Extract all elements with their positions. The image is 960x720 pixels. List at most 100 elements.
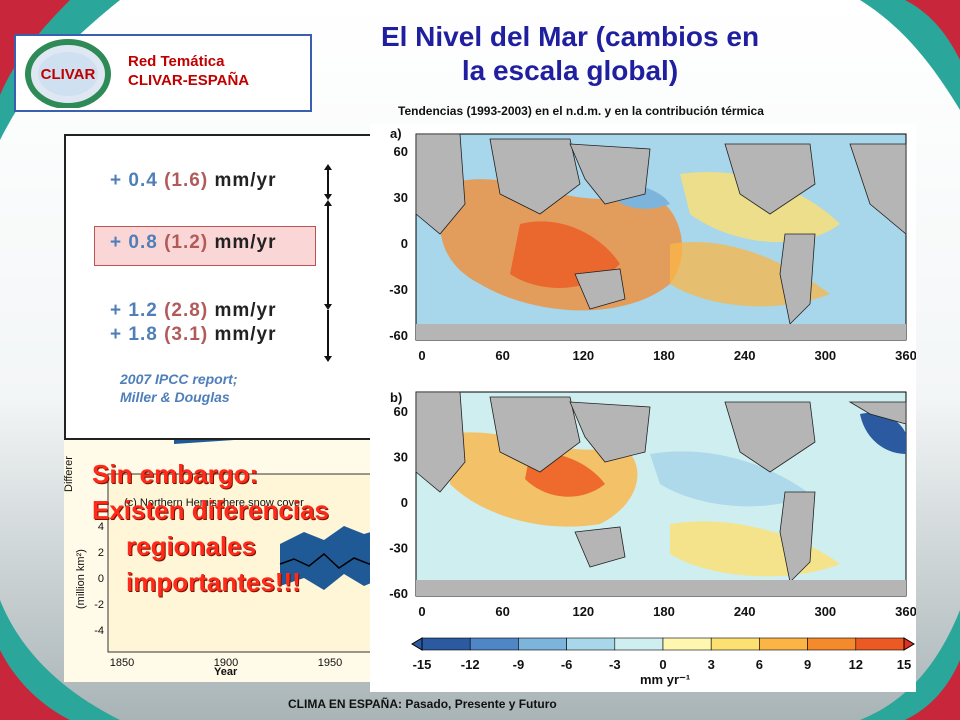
lon-tick-a-360: 360 (895, 348, 916, 363)
colorbar-tick--3: -3 (609, 657, 621, 672)
lon-tick-a-0: 0 (418, 348, 425, 363)
message-line3: regionales (126, 531, 257, 561)
sea-level-maps: a) b) 60 30 0 -30 -60 60 30 0 -30 -60 0 60 120 180 2… (370, 124, 917, 692)
colorbar-arrow-right (903, 637, 915, 651)
ipcc-note-line2: Miller & Douglas (120, 389, 230, 405)
colorbar-segment (421, 637, 471, 651)
slide-title: El Nivel del Mar (cambios en la escala g… (330, 20, 810, 88)
lat-tick-a-0: 0 (401, 236, 408, 251)
map-a: a) (390, 126, 907, 341)
colorbar-tick--9: -9 (513, 657, 525, 672)
ipcc-row-1: + 0.4 (1.6) mm/yr (110, 170, 276, 192)
snow-ytick-2: 2 (98, 547, 104, 559)
lat-tick-a--60: -60 (389, 328, 408, 343)
lon-tick-b-0: 0 (418, 604, 425, 619)
ipcc-row-4: + 1.8 (3.1) mm/yr (110, 324, 276, 346)
highlight-message: Sin embargo: Existen diferencias regiona… (92, 456, 329, 600)
map-a-label: a) (390, 126, 402, 141)
snow-series-line (279, 553, 379, 569)
lon-tick-b-240: 240 (734, 604, 756, 619)
title-line2: la escala global) (461, 55, 679, 86)
lon-tick-a-240: 240 (734, 348, 756, 363)
snow-ylabel: (million km²) (75, 549, 87, 609)
logo-brand: CLIVAR (41, 66, 96, 83)
colorbar-tick-15: 15 (897, 657, 911, 672)
ipcc-unit-4: mm/yr (214, 324, 277, 345)
snow-panel-label: (c) Northern Hemisphere snow cover (124, 497, 304, 509)
colorbar-arrow-left (411, 637, 423, 651)
colorbar-unit: mm yr⁻¹ (640, 672, 690, 687)
lon-tick-a-300: 300 (814, 348, 836, 363)
colorbar-tick-12: 12 (849, 657, 863, 672)
colorbar (411, 637, 915, 651)
snow-ytick--4: -4 (94, 625, 104, 637)
snow-ylabel-top: Differer (64, 456, 75, 492)
lon-tick-b-300: 300 (814, 604, 836, 619)
colorbar-segment (855, 637, 905, 651)
lat-tick-b--30: -30 (389, 541, 408, 556)
colorbar-segment (807, 637, 857, 651)
snow-xlabel: Year (214, 666, 238, 678)
snow-xtick-1950: 1950 (318, 657, 342, 669)
maps-subtitle: Tendencias (1993-2003) en el n.d.m. y en… (398, 104, 764, 118)
lon-tick-b-120: 120 (572, 604, 594, 619)
lat-tick-b--60: -60 (389, 586, 408, 601)
ipcc-value-1: + 0.4 (110, 170, 158, 191)
ipcc-row-3: + 1.2 (2.8) mm/yr (110, 300, 276, 322)
map-b-label: b) (390, 390, 402, 405)
logo-box: CLIVAR Red Temática CLIVAR-ESPAÑA (14, 34, 312, 112)
colorbar-segment (469, 637, 519, 651)
colorbar-segment (614, 637, 664, 651)
colorbar-tick--12: -12 (461, 657, 480, 672)
ipcc-range-4: (3.1) (164, 324, 209, 345)
ipcc-note-line1: 2007 IPCC report; (120, 371, 238, 387)
message-line4: importantes!!! (126, 567, 301, 597)
ipcc-unit-3: mm/yr (214, 300, 277, 321)
message-line1: Sin embargo: (92, 459, 259, 489)
colorbar-tick-0: 0 (659, 657, 666, 672)
highlight-box (94, 226, 316, 266)
logo-line1: Red Temática (128, 53, 225, 70)
message-line2: Existen diferencias (92, 495, 329, 525)
lat-tick-b-0: 0 (401, 495, 408, 510)
lat-tick-b-60: 60 (394, 404, 408, 419)
snow-ytick-0: 0 (98, 573, 104, 585)
lat-tick-a-30: 30 (394, 190, 408, 205)
snow-xtick-1900: 1900 (214, 657, 238, 669)
logo-line2: CLIVAR-ESPAÑA (128, 72, 250, 89)
colorbar-tick-6: 6 (756, 657, 763, 672)
logo-label: Red Temática CLIVAR-ESPAÑA (128, 52, 249, 90)
ipcc-value-2: + 0.8 (110, 232, 158, 253)
title-line1: El Nivel del Mar (cambios en (380, 21, 760, 52)
map-b: b) (390, 390, 907, 597)
lon-tick-b-60: 60 (495, 604, 509, 619)
colorbar-tick-3: 3 (708, 657, 715, 672)
colorbar-segment (759, 637, 808, 651)
ipcc-range-3: (2.8) (164, 300, 209, 321)
lat-tick-a-60: 60 (394, 144, 408, 159)
colorbar-tick-9: 9 (804, 657, 811, 672)
lat-tick-b-30: 30 (394, 450, 408, 465)
lon-tick-b-360: 360 (895, 604, 916, 619)
colorbar-segment (566, 637, 616, 651)
ipcc-row-2: + 0.8 (1.2) mm/yr (110, 232, 276, 254)
lon-tick-a-60: 60 (495, 348, 509, 363)
ipcc-value-3: + 1.2 (110, 300, 158, 321)
lon-tick-a-180: 180 (653, 348, 675, 363)
ipcc-range-1: (1.6) (164, 170, 209, 191)
clivar-logo-icon: CLIVAR (25, 39, 111, 108)
lon-tick-b-180: 180 (653, 604, 675, 619)
colorbar-tick--6: -6 (561, 657, 573, 672)
ipcc-arrows (324, 164, 332, 362)
snow-ytick-4: 4 (98, 521, 104, 533)
snow-ytick--2: -2 (94, 599, 104, 611)
snow-xtick-1850: 1850 (110, 657, 134, 669)
colorbar-tick--15: -15 (413, 657, 432, 672)
colorbar-segment (518, 637, 567, 651)
colorbar-segment (710, 637, 760, 651)
ipcc-note: 2007 IPCC report; Miller & Douglas (120, 370, 237, 406)
colorbar-segment (662, 637, 712, 651)
ipcc-unit-2: mm/yr (214, 232, 277, 253)
lat-tick-a--30: -30 (389, 282, 408, 297)
